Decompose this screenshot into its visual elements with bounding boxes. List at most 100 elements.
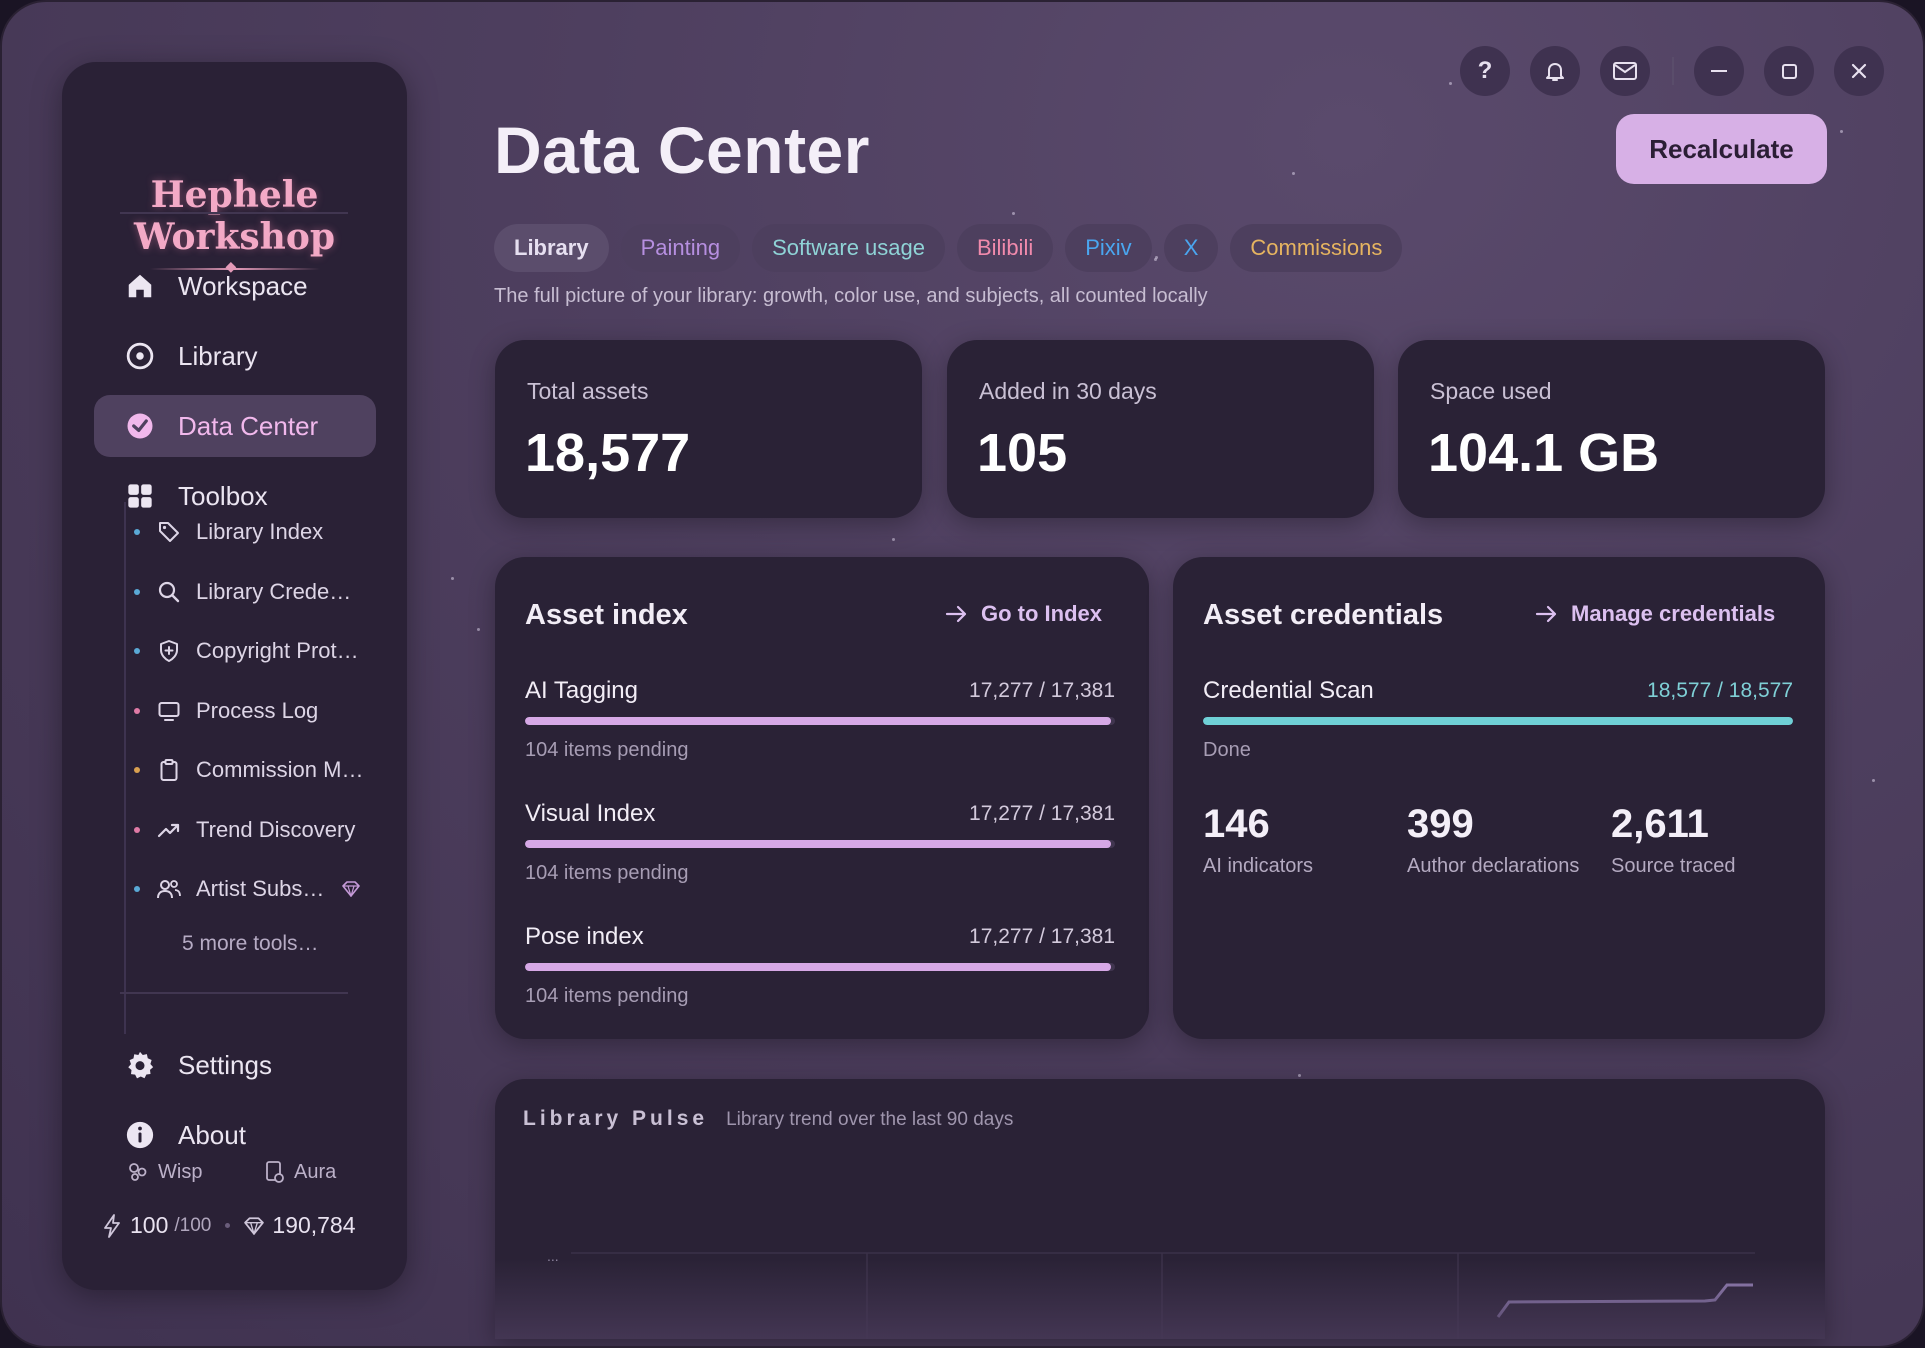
stat-card-added-30-days: Added in 30 days 105 [947,340,1374,518]
manage-credentials-link[interactable]: Manage credentials [1535,601,1775,627]
minimize-icon [1711,70,1727,72]
bell-icon [1546,63,1564,81]
sidebar-item-label: Toolbox [178,480,268,511]
tab-bilibili[interactable]: Bilibili [956,224,1054,272]
go-to-index-link[interactable]: Go to Index [945,601,1102,627]
page-subtitle: The full picture of your library: growth… [494,285,1208,307]
energy-value: 100 [130,1212,169,1238]
minimize-button[interactable] [1694,46,1744,96]
stat-label: Total assets [527,378,649,404]
progress-count: 17,277 / 17,381 [969,802,1115,825]
tab-library[interactable]: Library [494,224,609,272]
sidebar-item-library[interactable]: Library [94,325,376,387]
progress-track [1203,717,1793,725]
sidebar-item-data-center[interactable]: Data Center [94,395,376,457]
more-tools-link[interactable]: 5 more tools… [182,932,319,955]
progress-ai-tagging: AI Tagging 17,277 / 17,381 104 items pend… [525,677,1115,762]
tool-item-label: Copyright Prot… [196,638,359,663]
notifications-button[interactable] [1530,46,1580,96]
tab-label: Painting [640,235,721,260]
tool-status-dot [134,589,140,595]
gear-icon [124,1049,156,1081]
sidebar-item-workspace[interactable]: Workspace [94,255,376,317]
tab-label: Bilibili [976,235,1034,260]
sidebar-item-label: Library [178,340,258,371]
premium-gem-icon [342,881,361,897]
progress-name: Visual Index [525,800,656,827]
tool-item-trend-discovery[interactable]: Trend Discovery [132,810,372,850]
tool-item-label: Process Log [196,698,319,723]
recalculate-button[interactable]: Recalculate [1616,114,1827,184]
sidebar-item-settings[interactable]: Settings [94,1034,376,1096]
progress-track [525,717,1115,725]
controls-divider [1672,57,1674,85]
progress-fill [1203,717,1793,725]
pulse-header: Library Pulse Library trend over the las… [523,1107,1013,1131]
chart-pie-icon [124,410,156,442]
help-button[interactable]: ? [1460,46,1510,96]
sidebar-item-about[interactable]: About [94,1104,376,1166]
grid-icon [124,480,156,512]
tool-item-artist-subscriptions[interactable]: Artist Subs… [132,869,372,909]
tab-label: Library [514,235,589,260]
stat-value: 105 [977,423,1068,483]
arrow-right-icon [1535,605,1557,623]
wisp-button[interactable]: Wisp [126,1160,202,1184]
pulse-chart: ... [547,1248,1755,1339]
tool-item-library-credentials[interactable]: Library Crede… [132,572,372,612]
tab-x[interactable]: X [1163,224,1219,272]
metric-value: 399 [1407,802,1474,846]
arrow-right-icon [945,605,967,623]
stat-label: Space used [1430,378,1552,404]
progress-fill [525,963,1112,971]
tool-item-commission-manager[interactable]: Commission M… [132,750,372,790]
clipboard-icon [156,757,182,783]
stat-card-space-used: Space used 104.1 GB [1398,340,1825,518]
resource-stats: 100 /100 190,784 [102,1212,356,1239]
users-icon [156,876,182,902]
tab-commissions[interactable]: Commissions [1230,224,1403,272]
tool-item-label: Trend Discovery [196,817,356,842]
gem-icon [244,1216,265,1235]
progress-name: AI Tagging [525,677,638,704]
wisp-icon [129,1163,147,1181]
tool-item-process-log[interactable]: Process Log [132,691,372,731]
progress-note: 104 items pending [525,985,689,1007]
toolbox-tree-line [124,502,126,1034]
stat-label: Added in 30 days [979,378,1157,404]
aura-button[interactable]: Aura [264,1160,336,1184]
metric-value: 2,611 [1611,802,1709,846]
tool-item-library-index[interactable]: Library Index [132,512,372,552]
close-icon [1851,63,1867,79]
metric-label: Source traced [1611,855,1736,877]
stat-value: 18,577 [525,423,691,483]
metric-label: AI indicators [1203,855,1314,877]
tab-software-usage[interactable]: Software usage [752,224,945,272]
progress-note: Done [1203,739,1251,761]
category-tabs: Library Painting Software usage Bilibili… [494,224,1414,272]
tab-label: Software usage [772,235,925,260]
sidebar: Hephele Workshop Workspace Library Data … [62,62,407,1290]
close-button[interactable] [1834,46,1884,96]
brand-name: Hephele Workshop [133,174,336,258]
sidebar-item-label: Data Center [178,410,319,441]
trend-icon [156,817,182,843]
metric-label: Author declarations [1407,855,1580,877]
gem-value: 190,784 [272,1212,356,1238]
messages-button[interactable] [1600,46,1650,96]
monitor-icon [156,698,182,724]
asset-credentials-card: Asset credentials Manage credentials Cre… [1173,557,1825,1039]
library-pulse-card: Library Pulse Library trend over the las… [495,1079,1825,1339]
metric-ai-indicators: 146 AI indicators [1203,802,1313,878]
maximize-icon [1781,63,1797,79]
search-icon [156,579,182,605]
tab-pixiv[interactable]: Pixiv [1065,224,1152,272]
progress-count: 17,277 / 17,381 [969,925,1115,948]
tab-painting[interactable]: Painting [620,224,741,272]
sidebar-divider-top [120,212,348,214]
sidebar-divider-bottom [120,992,348,994]
tool-item-copyright-protection[interactable]: Copyright Prot… [132,631,372,671]
maximize-button[interactable] [1764,46,1814,96]
sidebar-item-toolbox[interactable]: Toolbox [94,465,376,527]
